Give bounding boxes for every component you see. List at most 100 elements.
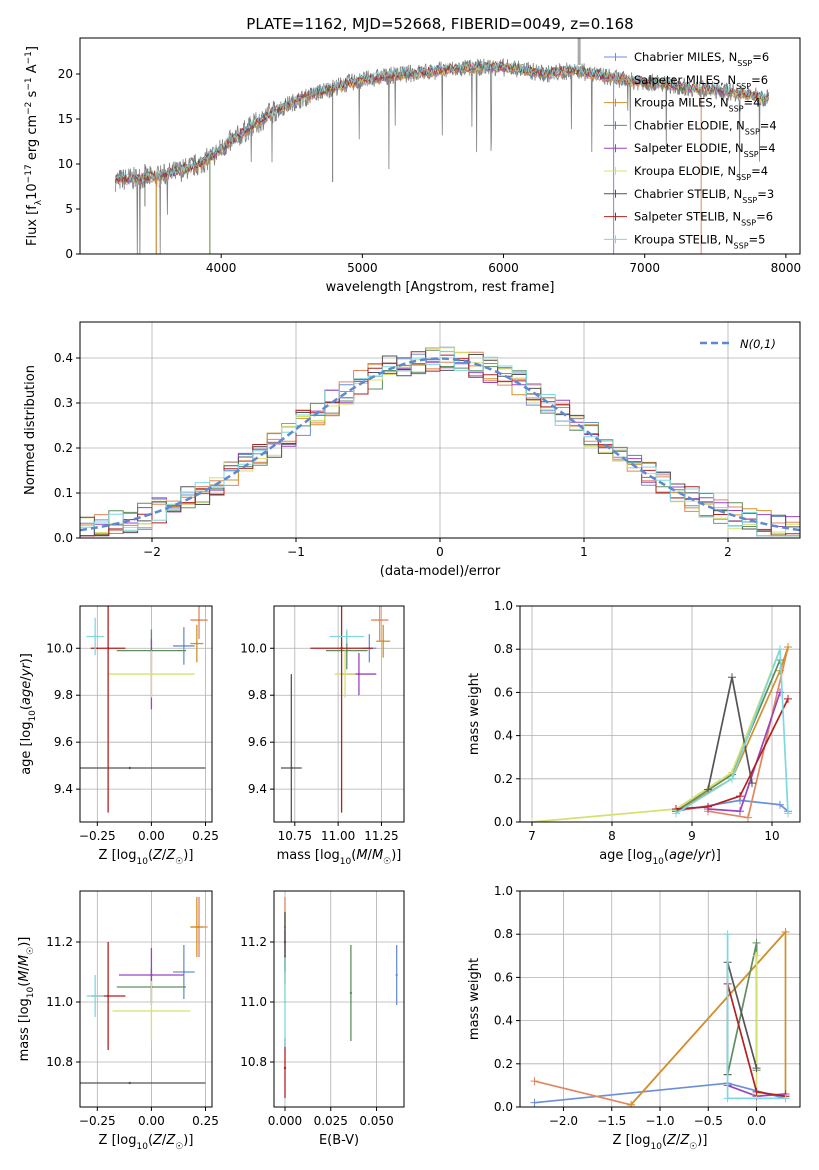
x-tick-label: 7000	[629, 261, 660, 275]
plot-area	[80, 346, 800, 537]
weight-marker	[723, 1094, 732, 1103]
label-part: age	[669, 848, 693, 863]
y-tick-label: 11.0	[46, 995, 73, 1009]
label-part: E(B-V)	[319, 1133, 359, 1148]
legend-text: Chabrier MILES, N	[634, 50, 737, 64]
label-part: )]	[17, 937, 32, 947]
x-axis-label: age [log10(age/yr)]	[599, 848, 721, 867]
x-tick-label: 0.00	[138, 1114, 165, 1128]
x-tick-label: 5000	[347, 261, 378, 275]
label-part: /	[693, 848, 698, 863]
weight-marker	[752, 1087, 761, 1096]
legend-label: Kroupa ELODIE, NSSP=4	[634, 164, 768, 182]
label-part: mass [log	[277, 848, 340, 863]
data-point	[128, 1081, 131, 1085]
axes-frame	[79, 605, 213, 823]
label-part: (	[148, 1133, 153, 1148]
label-part: ☉	[175, 1142, 183, 1152]
label-part: M	[17, 970, 32, 981]
y-tick-label: 9.6	[54, 735, 73, 749]
y-axis-label: mass weight	[467, 958, 482, 1040]
plot-area	[280, 606, 391, 822]
label-part: /	[676, 1133, 681, 1148]
legend-label: Salpeter ELODIE, NSSP=4	[634, 141, 776, 159]
y-tick-label: 0.4	[54, 351, 73, 365]
label-part: Z	[165, 848, 176, 863]
y-tick-label: 9.4	[248, 782, 267, 796]
weight-marker	[672, 809, 680, 818]
label-part: M	[372, 848, 383, 863]
legend-text: =4	[759, 141, 776, 155]
label-part: /	[17, 965, 32, 970]
y-tick-label: 11.2	[46, 935, 73, 949]
normal-curve	[80, 357, 800, 532]
weight-line	[675, 648, 789, 815]
y-tick-label: 0.2	[54, 441, 73, 455]
label-part: ]	[25, 46, 40, 51]
label-part: 10	[652, 857, 664, 867]
y-tick-label: 11.0	[240, 995, 267, 1009]
y-axis-label: age [log10(age/yr)]	[19, 653, 38, 775]
x-tick-label: 0.25	[192, 829, 219, 843]
y-axis-label: mass [log10(M/M☉)]	[17, 937, 36, 1062]
legend-sub: SSP	[742, 195, 757, 204]
label-part: Z [log	[99, 848, 137, 863]
weight-marker	[704, 802, 712, 811]
y-tick-label: 10.8	[240, 1055, 267, 1069]
label-part: /	[162, 1133, 167, 1148]
y-tick-label: 0.8	[494, 927, 513, 941]
data-point	[106, 647, 110, 650]
label-part: (	[148, 848, 153, 863]
weight-marker	[728, 774, 736, 783]
x-tick-label: −2	[143, 545, 161, 559]
plot-area	[530, 928, 790, 1107]
label-part: 10	[136, 857, 148, 867]
label-part: )]	[391, 848, 401, 863]
y-tick-label: 1.0	[494, 884, 513, 898]
x-tick-label: 0.025	[314, 1114, 348, 1128]
label-part: yr	[697, 848, 713, 863]
y-tick-label: 1.0	[494, 599, 513, 613]
weight-marker	[752, 1064, 761, 1073]
legend-text: =6	[751, 73, 768, 87]
y-tick-label: 0.8	[494, 642, 513, 656]
panel-mass-vs-ebv: 0.000 0.025 0.050 10.8 11.0 11.2 E(B-V)	[240, 890, 405, 1148]
label-part: Normed distribution	[23, 365, 38, 495]
x-tick-label: 11.25	[364, 829, 398, 843]
label-part: )]	[697, 1133, 707, 1148]
x-tick-label: 2	[724, 545, 732, 559]
weight-marker	[784, 809, 792, 818]
x-tick-label: 1	[580, 545, 588, 559]
legend-text: Kroupa STELIB, N	[634, 232, 734, 246]
plot-area	[80, 897, 208, 1085]
x-tick-label: 10	[764, 829, 779, 843]
x-tick-label: 0.000	[268, 1114, 302, 1128]
label-part: Z [log	[99, 1133, 137, 1148]
x-tick-label: 0.050	[359, 1114, 393, 1128]
legend-label: Kroupa MILES, NSSP=4	[634, 96, 760, 114]
label-part: )]	[183, 1133, 193, 1148]
label-part: Z	[666, 1133, 677, 1148]
label-part: M	[356, 848, 367, 863]
y-tick-label: 0.1	[54, 486, 73, 500]
axes-frame	[79, 37, 801, 255]
data-point	[93, 994, 97, 998]
label-part: /	[368, 848, 373, 863]
weight-line	[675, 646, 789, 812]
x-tick-label: 8000	[771, 261, 802, 275]
label-part: age [log	[19, 722, 34, 775]
weight-line	[675, 698, 789, 810]
label-part: λ	[34, 199, 44, 205]
weight-marker	[784, 694, 792, 703]
legend-text: Chabrier ELODIE, N	[634, 118, 745, 132]
label-part: /	[162, 848, 167, 863]
y-tick-label: 0.0	[54, 531, 73, 545]
data-point	[182, 970, 186, 974]
data-point	[195, 925, 199, 929]
y-tick-label: 11.2	[240, 935, 267, 949]
label-part: Z	[679, 1133, 690, 1148]
label-part: mass weight	[467, 958, 482, 1040]
page-title: PLATE=1162, MJD=52668, FIBERID=0049, z=0…	[246, 15, 633, 33]
plot-area	[528, 643, 792, 822]
